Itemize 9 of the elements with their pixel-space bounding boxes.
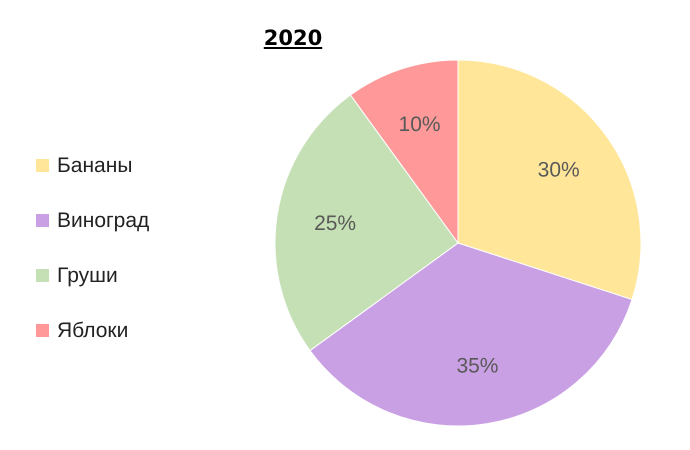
- data-label: 25%: [314, 212, 356, 236]
- legend-label: Яблоки: [57, 318, 128, 342]
- data-label: 35%: [456, 354, 498, 378]
- legend-label: Груши: [57, 264, 118, 288]
- data-label: 30%: [538, 158, 580, 182]
- data-label: 10%: [398, 113, 441, 136]
- legend-label: Бананы: [57, 154, 132, 178]
- chart-title: 2020: [262, 26, 324, 50]
- legend-label: Виноград: [57, 208, 150, 232]
